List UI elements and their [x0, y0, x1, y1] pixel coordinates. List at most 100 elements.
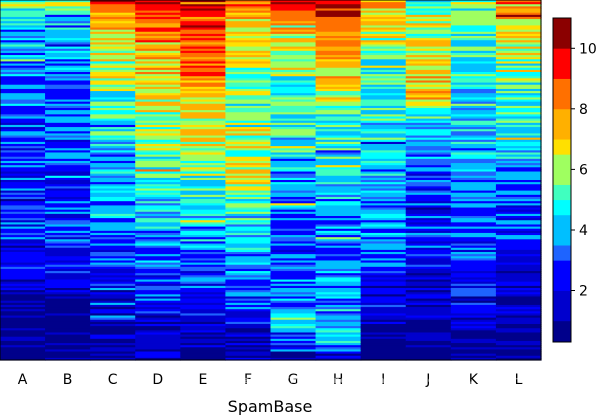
heatmap-cell	[360, 283, 407, 287]
heatmap-cell	[270, 4, 317, 7]
heatmap-cell	[360, 324, 407, 327]
heatmap-cell	[495, 353, 542, 357]
heatmap-cell	[495, 220, 542, 223]
heatmap-cell	[405, 72, 452, 75]
heatmap-cell	[0, 315, 46, 319]
heatmap-cell	[135, 86, 181, 90]
heatmap-cell	[405, 182, 452, 185]
heatmap-cell	[135, 120, 181, 124]
heatmap-cell	[315, 239, 362, 243]
heatmap-cell	[135, 192, 181, 196]
heatmap-cell	[90, 262, 136, 266]
heatmap-cell	[225, 258, 272, 262]
heatmap-cell	[135, 334, 181, 338]
heatmap-cell	[225, 99, 272, 103]
heatmap-cell	[270, 0, 317, 3]
heatmap-cell	[450, 141, 497, 145]
credit-line-1: On the Evaluation of Unsupervised Outlie…	[250, 364, 585, 374]
heatmap-cell	[135, 97, 181, 101]
heatmap-cell	[180, 114, 227, 118]
heatmap-cell	[450, 97, 497, 101]
heatmap-cell	[0, 150, 46, 154]
heatmap-cell	[45, 226, 91, 230]
heatmap-cell	[270, 19, 317, 22]
heatmap-cell	[405, 315, 452, 319]
heatmap-cell	[450, 345, 497, 348]
heatmap-cell	[405, 349, 452, 353]
heatmap-cell	[495, 241, 542, 245]
heatmap-cell	[405, 201, 452, 204]
heatmap-cell	[45, 88, 91, 92]
heatmap-cell	[315, 264, 362, 268]
heatmap-cell	[315, 124, 362, 128]
heatmap-cell	[135, 351, 181, 355]
heatmap-cell	[0, 137, 46, 141]
colorbar	[552, 17, 572, 343]
heatmap-cell	[180, 169, 227, 173]
heatmap-cell	[270, 294, 317, 298]
heatmap-cell	[180, 135, 227, 139]
heatmap-cell	[180, 25, 227, 29]
heatmap-cell	[180, 353, 227, 357]
heatmap-cell	[360, 103, 407, 107]
heatmap-cell	[225, 65, 272, 69]
heatmap-cell	[45, 86, 91, 90]
heatmap-cell	[450, 88, 497, 92]
heatmap-cell	[360, 165, 407, 168]
heatmap-cell	[180, 82, 227, 86]
heatmap-cell	[90, 260, 136, 264]
heatmap-cell	[405, 173, 452, 177]
heatmap-cell	[45, 313, 91, 317]
heatmap-cell	[315, 25, 362, 29]
heatmap-cell	[180, 154, 227, 158]
heatmap-cell	[270, 324, 317, 327]
heatmap-cell	[450, 285, 497, 289]
heatmap-cell	[0, 175, 46, 179]
heatmap-cell	[405, 196, 452, 200]
heatmap-cell	[225, 21, 272, 24]
heatmap-cell	[360, 152, 407, 156]
heatmap-cell	[450, 42, 497, 46]
x-tick-label: A	[18, 372, 28, 388]
heatmap-cell	[270, 65, 317, 69]
heatmap-cell	[270, 74, 317, 77]
heatmap-cell	[90, 133, 136, 137]
heatmap-cell	[90, 150, 136, 154]
heatmap-cell	[135, 180, 181, 183]
heatmap-cell	[180, 129, 227, 132]
heatmap-cell	[405, 163, 452, 166]
heatmap-cell	[225, 324, 272, 327]
heatmap-cell	[0, 275, 46, 279]
heatmap-cell	[495, 116, 542, 120]
heatmap-cell	[315, 133, 362, 137]
heatmap-cell	[360, 347, 407, 351]
heatmap-cell	[0, 271, 46, 274]
heatmap-cell	[90, 29, 136, 33]
heatmap-cell	[0, 110, 46, 113]
heatmap-cell	[135, 220, 181, 223]
heatmap-cell	[315, 268, 362, 272]
heatmap-cell	[405, 304, 452, 308]
heatmap-cell	[495, 72, 542, 75]
heatmap-cell	[135, 160, 181, 164]
heatmap-cell	[270, 292, 317, 295]
heatmap-cell	[270, 275, 317, 279]
heatmap-cell	[45, 298, 91, 302]
heatmap-cell	[45, 216, 91, 219]
heatmap-cell	[405, 14, 452, 18]
heatmap-cell	[315, 2, 362, 5]
heatmap-cell	[90, 86, 136, 90]
heatmap-cell	[405, 232, 452, 236]
heatmap-cell	[225, 218, 272, 221]
heatmap-cell	[45, 268, 91, 272]
heatmap-cell	[450, 175, 497, 179]
heatmap-cell	[45, 321, 91, 325]
heatmap-cell	[360, 296, 407, 300]
heatmap-cell	[225, 302, 272, 306]
heatmap-cell	[45, 150, 91, 154]
heatmap-cell	[135, 260, 181, 264]
heatmap-cell	[450, 8, 497, 12]
heatmap-cell	[450, 290, 497, 293]
heatmap-cell	[270, 353, 317, 357]
heatmap-cell	[90, 173, 136, 177]
